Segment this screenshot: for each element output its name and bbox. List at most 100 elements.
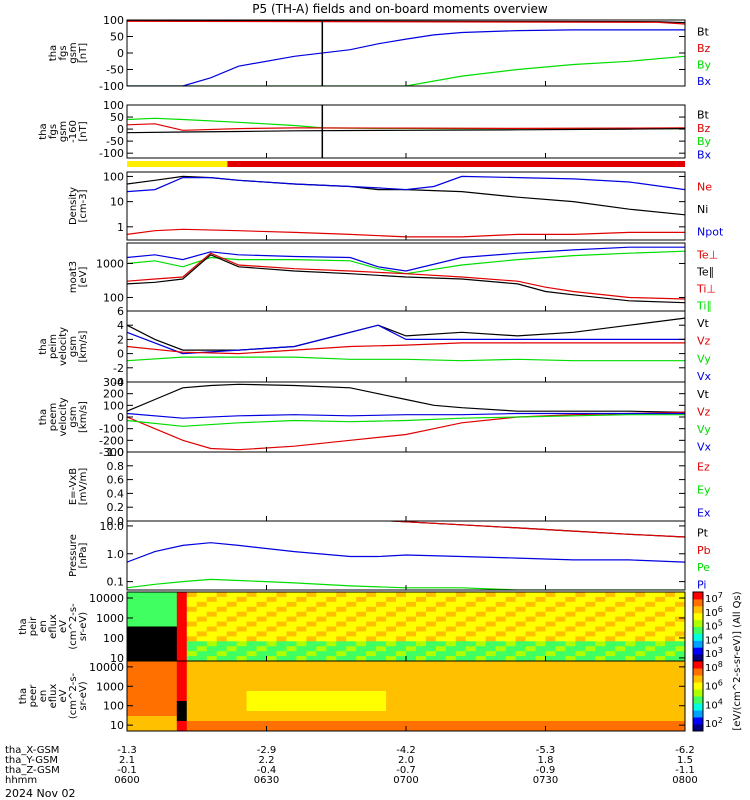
heatmap-cell: [645, 726, 656, 731]
heatmap-cell: [465, 656, 477, 661]
heatmap-cell: [615, 621, 626, 627]
heatmap-cell: [595, 621, 606, 627]
heatmap-cell: [356, 661, 367, 667]
heatmap-cell: [136, 676, 148, 682]
heatmap-cell: [615, 592, 626, 598]
y-axis-label: [nT]: [78, 121, 89, 141]
heatmap-cell: [645, 621, 656, 627]
heatmap-cell: [386, 721, 397, 727]
y-tick-label: 100: [103, 291, 124, 304]
heatmap-cell: [166, 626, 178, 632]
heatmap-cell: [545, 706, 556, 712]
heatmap-cell: [485, 716, 497, 722]
heatmap-cell: [266, 651, 277, 657]
heatmap-cell: [445, 626, 457, 632]
heatmap-cell: [396, 616, 407, 623]
heatmap-cell: [675, 691, 685, 697]
heatmap-cell: [655, 656, 666, 661]
heatmap-cell: [475, 596, 487, 603]
heatmap-cell: [296, 671, 307, 677]
x-row-label: tha_Z-GSM: [5, 765, 60, 776]
series-line-Ti⊥: [127, 246, 685, 272]
heatmap-cell: [625, 721, 636, 727]
y-tick-label: 100: [103, 14, 124, 27]
colorbar-tick-label: 105: [705, 619, 723, 633]
heatmap-cell: [136, 691, 148, 697]
heatmap-cell: [346, 656, 357, 661]
heatmap-cell: [415, 691, 427, 697]
heatmap-cell: [216, 691, 228, 697]
heatmap-cell: [206, 696, 218, 702]
heatmap-cell: [146, 691, 158, 697]
heatmap-cell: [316, 606, 327, 613]
heatmap-cell: [455, 656, 467, 661]
heatmap-cell: [645, 686, 656, 692]
heatmap-cell: [425, 671, 437, 677]
series-line-Ni: [127, 175, 685, 216]
heatmap-cell: [675, 631, 685, 637]
heatmap-cell: [595, 681, 606, 687]
heatmap-cell: [565, 651, 576, 657]
heatmap-cell: [615, 696, 626, 702]
heatmap-cell: [256, 656, 267, 661]
heatmap-cell: [136, 641, 148, 647]
heatmap-cell: [535, 671, 546, 677]
y-tick-label: 0.2: [107, 501, 125, 514]
heatmap-cell: [236, 636, 248, 642]
heatmap-cell: [505, 726, 517, 731]
heatmap-cell: [595, 596, 606, 603]
heatmap-cell: [127, 606, 138, 613]
heatmap-cell: [645, 636, 656, 642]
heatmap-cell: [376, 651, 387, 657]
heatmap-cell: [376, 686, 387, 692]
heatmap-cell: [555, 596, 566, 603]
heatmap-cell: [465, 711, 477, 717]
heatmap-cell: [176, 721, 188, 727]
heatmap-cell: [675, 646, 685, 652]
heatmap-cell: [465, 716, 477, 722]
heatmap-cell: [336, 646, 347, 652]
heatmap-cell: [226, 681, 238, 687]
heatmap-cell: [665, 676, 676, 682]
heatmap-cell: [356, 611, 367, 618]
heatmap-cell: [366, 671, 377, 677]
heatmap-cell: [226, 616, 238, 623]
heatmap-cell: [286, 592, 297, 598]
heatmap-cell: [226, 621, 238, 627]
heatmap-cell: [575, 701, 586, 707]
heatmap-cell: [306, 701, 317, 707]
heatmap-cell: [396, 606, 407, 613]
y-tick-label: 100: [103, 632, 124, 645]
heatmap-cell: [166, 601, 178, 608]
heatmap-cell: [595, 641, 606, 647]
heatmap-cell: [196, 636, 208, 642]
heatmap-cell: [166, 636, 178, 642]
heatmap-cell: [266, 681, 277, 687]
heatmap-cell: [336, 601, 347, 608]
heatmap-cell: [675, 706, 685, 712]
heatmap-cell: [495, 616, 507, 623]
heatmap-cell: [635, 711, 646, 717]
heatmap-cell: [276, 686, 287, 692]
heatmap-cell: [296, 646, 307, 652]
heatmap-cell: [465, 636, 477, 642]
heatmap-cell: [615, 656, 626, 661]
heatmap-cell: [286, 666, 297, 672]
heatmap-cell: [495, 596, 507, 603]
heatmap-cell: [515, 706, 527, 712]
heatmap-cell: [306, 711, 317, 717]
colorbar-tick-label: 104: [705, 632, 723, 646]
y-axis-label: eV: [58, 620, 69, 633]
heatmap-cell: [336, 716, 347, 722]
heatmap-cell: [665, 661, 676, 667]
colorbar-cell: [693, 675, 703, 679]
heatmap-cell: [575, 656, 586, 661]
heatmap-cell: [316, 716, 327, 722]
heatmap-cell: [525, 726, 537, 731]
heatmap-cell: [206, 726, 218, 731]
heatmap-cell: [166, 631, 178, 637]
heatmap-cell: [495, 716, 507, 722]
y-axis-label: peer: [28, 684, 39, 708]
heatmap-cell: [525, 711, 537, 717]
heatmap-cell: [635, 626, 646, 632]
